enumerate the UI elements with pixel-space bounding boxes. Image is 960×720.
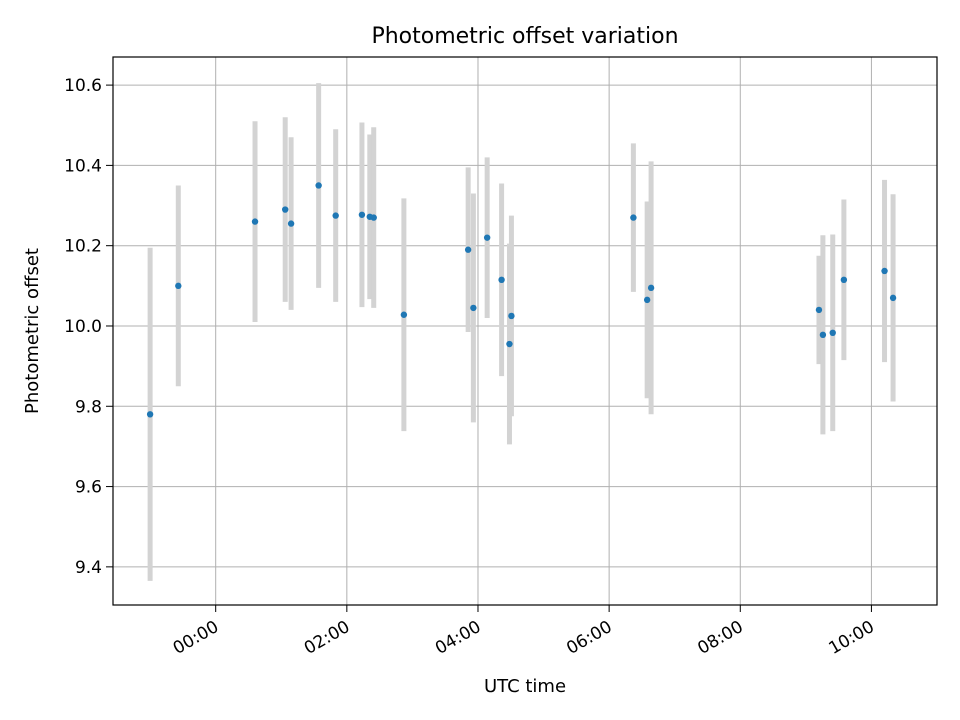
data-point bbox=[498, 276, 505, 284]
data-point bbox=[881, 267, 888, 275]
data-point bbox=[358, 211, 366, 218]
data-point bbox=[889, 294, 897, 302]
y-tick-label: 10.4 bbox=[64, 156, 102, 176]
x-axis-label: UTC time bbox=[484, 676, 566, 697]
y-tick-label: 9.8 bbox=[75, 397, 102, 417]
data-point bbox=[483, 234, 491, 241]
data-point bbox=[840, 276, 848, 284]
data-point bbox=[819, 331, 827, 339]
data-points bbox=[146, 182, 897, 418]
y-tick-label: 9.4 bbox=[75, 558, 102, 578]
data-point bbox=[370, 214, 377, 221]
data-point bbox=[281, 206, 289, 213]
data-point bbox=[815, 306, 823, 314]
data-point bbox=[506, 340, 513, 348]
grid bbox=[113, 57, 937, 605]
data-point bbox=[630, 214, 637, 221]
data-point bbox=[400, 311, 408, 318]
data-point bbox=[332, 212, 339, 219]
data-point bbox=[175, 282, 182, 290]
data-point bbox=[464, 246, 472, 253]
data-point bbox=[829, 329, 836, 337]
data-point bbox=[643, 296, 651, 304]
data-point bbox=[470, 304, 477, 312]
data-point bbox=[508, 312, 515, 320]
y-axis: 9.4 9.6 9.8 10.0 10.2 10.4 10.6 bbox=[64, 76, 113, 578]
data-point bbox=[287, 220, 295, 227]
y-tick-label: 10.0 bbox=[64, 317, 102, 337]
chart-title: Photometric offset variation bbox=[371, 24, 678, 49]
plot-frame bbox=[112, 56, 938, 606]
data-point bbox=[315, 182, 322, 189]
y-tick-label: 10.6 bbox=[64, 76, 102, 96]
data-point bbox=[647, 284, 655, 292]
data-point bbox=[146, 411, 154, 418]
y-tick-label: 10.2 bbox=[64, 237, 102, 257]
data-point bbox=[251, 218, 259, 225]
y-tick-label: 9.6 bbox=[75, 478, 102, 498]
y-axis-label: Photometric offset bbox=[22, 248, 43, 414]
